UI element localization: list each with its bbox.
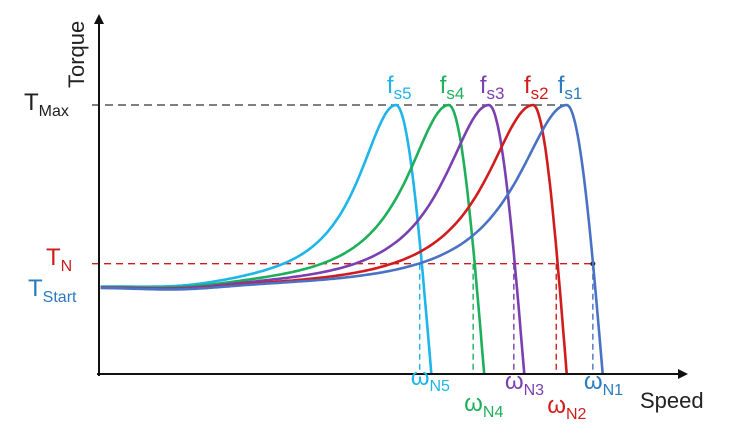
rated-label-fs2-main: ω xyxy=(547,392,566,419)
curve-fs2 xyxy=(100,103,568,375)
rated-label-fs5-main: ω xyxy=(411,364,430,391)
t-start-label-main: T xyxy=(28,275,43,302)
label-fs1-main: f xyxy=(558,72,565,99)
label-fs2-sub: s2 xyxy=(531,84,549,103)
rated-label-fs1-main: ω xyxy=(584,368,603,395)
label-fs5-sub: s5 xyxy=(394,84,412,103)
x-axis-label: Speed xyxy=(640,388,704,413)
t-n-label-main: T xyxy=(46,244,61,271)
label-fs2: fs2 xyxy=(524,72,549,103)
rated-label-fs5: ωN5 xyxy=(411,364,450,395)
curve-fs3 xyxy=(100,103,526,375)
rated-label-fs3-sub: N3 xyxy=(524,382,545,399)
t-n-label: TN xyxy=(46,244,72,275)
t-n-label-sub: N xyxy=(61,258,73,275)
label-fs3-sub: s3 xyxy=(487,84,505,103)
rated-label-fs1: ωN1 xyxy=(584,368,623,399)
t-max-label: TMax xyxy=(24,89,69,120)
curves xyxy=(100,103,604,375)
label-fs4-sub: s4 xyxy=(446,84,464,103)
rated-label-fs1-sub: N1 xyxy=(603,382,624,399)
label-fs4: fs4 xyxy=(440,72,465,103)
t-start-label: TStart xyxy=(28,275,77,306)
rated-label-fs4-sub: N4 xyxy=(483,404,504,421)
t-max-label-main: T xyxy=(24,89,39,116)
rated-label-fs2-sub: N2 xyxy=(566,406,587,423)
rated-label-fs5-sub: N5 xyxy=(429,378,450,395)
t-max-label-sub: Max xyxy=(39,103,69,120)
label-fs5-main: f xyxy=(387,72,394,99)
label-fs1-sub: s1 xyxy=(564,84,582,103)
rated-label-fs3-main: ω xyxy=(505,368,524,395)
label-fs3-main: f xyxy=(480,72,487,99)
t-start-label-sub: Start xyxy=(43,289,77,306)
rated-label-fs3: ωN3 xyxy=(505,368,544,399)
rated-label-fs2: ωN2 xyxy=(547,392,586,423)
label-fs3: fs3 xyxy=(480,72,505,103)
y-axis-label: Torque xyxy=(64,21,89,88)
curve-fs5 xyxy=(100,103,433,375)
label-fs5: fs5 xyxy=(387,72,412,103)
rated-label-fs4-main: ω xyxy=(464,390,483,417)
rated-label-fs4: ωN4 xyxy=(464,390,503,421)
curve-fs1 xyxy=(100,103,604,375)
label-fs2-main: f xyxy=(524,72,531,99)
label-fs4-main: f xyxy=(440,72,447,99)
label-fs1: fs1 xyxy=(558,72,583,103)
